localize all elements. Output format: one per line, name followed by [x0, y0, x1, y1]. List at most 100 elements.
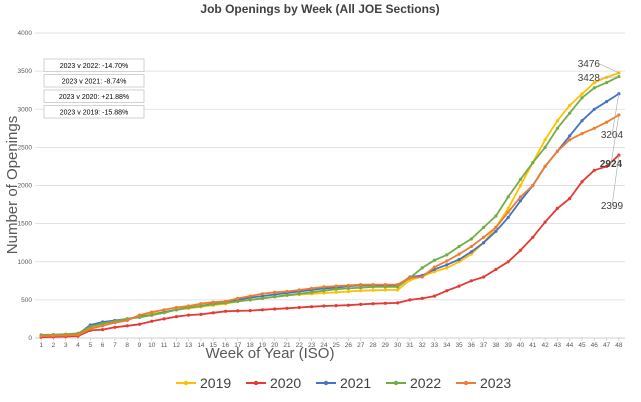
data-point	[76, 333, 80, 337]
data-point	[371, 288, 375, 292]
data-point	[555, 149, 560, 153]
data-point	[408, 276, 412, 280]
data-point	[580, 96, 584, 100]
x-tick-label: 43	[554, 342, 562, 349]
end-value-labels: 3476 3428 3204 2924 2399	[578, 59, 624, 212]
data-point	[605, 120, 609, 124]
end-label-leader	[599, 63, 619, 74]
x-tick-label: 27	[357, 342, 365, 349]
data-point	[457, 257, 461, 262]
x-tick-label: 14	[197, 342, 205, 349]
data-point	[174, 308, 178, 312]
x-tick-label: 19	[259, 342, 267, 349]
x-tick-label: 41	[529, 342, 537, 349]
data-point	[396, 285, 400, 289]
x-tick-label: 24	[320, 342, 328, 349]
data-point	[88, 325, 92, 329]
y-tick-label: 3000	[18, 106, 33, 113]
data-point	[580, 132, 584, 136]
data-point	[273, 292, 277, 297]
data-point	[568, 103, 572, 107]
data-point	[260, 308, 264, 312]
data-point	[334, 284, 338, 288]
data-point	[568, 196, 572, 201]
data-point	[346, 303, 350, 307]
data-point	[236, 309, 240, 313]
data-point	[383, 301, 387, 305]
data-point	[543, 220, 547, 224]
data-point	[285, 306, 289, 310]
end-label-leader	[610, 114, 620, 165]
x-tick-label: 12	[173, 342, 181, 349]
data-point	[346, 289, 350, 294]
data-point	[457, 244, 461, 249]
data-point	[469, 250, 473, 254]
data-point	[482, 275, 486, 279]
data-point	[64, 333, 68, 337]
y-tick-label: 500	[21, 297, 32, 304]
data-point	[506, 210, 510, 214]
x-tick-label: 28	[369, 342, 377, 349]
data-point	[617, 71, 621, 75]
x-axis-label: Week of Year (ISO)	[206, 345, 335, 362]
x-tick-label: 16	[222, 342, 230, 349]
data-point	[531, 161, 535, 165]
legend: 2019 2020 2021 2022 2023	[176, 375, 511, 391]
x-tick-label: 33	[431, 342, 439, 349]
x-tick-label: 23	[308, 342, 316, 349]
data-point	[248, 294, 252, 298]
data-point	[273, 307, 277, 311]
data-point	[555, 126, 560, 130]
x-tick-label: 17	[234, 342, 242, 349]
data-point	[199, 302, 203, 306]
annotation-box	[43, 89, 145, 103]
data-point	[482, 235, 486, 239]
x-tick-label: 4	[76, 342, 80, 349]
data-point	[617, 92, 621, 96]
data-point	[322, 285, 326, 289]
data-point	[334, 287, 338, 291]
data-point	[543, 145, 547, 149]
legend-marker	[463, 380, 469, 386]
legend-marker	[253, 380, 259, 386]
x-tick-label: 42	[541, 342, 549, 349]
legend-label: 2022	[410, 375, 441, 391]
legend-label: 2020	[270, 375, 301, 391]
data-point	[223, 299, 228, 303]
data-point	[162, 311, 166, 315]
data-point	[137, 322, 142, 326]
data-point	[211, 300, 215, 304]
data-point	[531, 183, 535, 188]
data-point	[518, 195, 523, 199]
data-point	[445, 263, 449, 267]
data-point	[580, 180, 584, 184]
data-point	[113, 325, 117, 329]
data-point	[137, 315, 142, 319]
end-label-leader	[611, 93, 620, 136]
data-point	[359, 302, 363, 306]
end-label-2023: 2924	[600, 159, 623, 170]
annotation-text: 2023 v 2022: -14.70%	[60, 63, 129, 70]
y-tick-label: 2500	[18, 144, 33, 151]
data-point	[346, 286, 350, 290]
x-tick-label: 29	[382, 342, 390, 349]
y-axis-ticks: 0 500 1000 1500 2000 2500 3000 3500 4000	[18, 30, 33, 342]
annotation-text: 2023 v 2020: +21.88%	[59, 94, 129, 101]
data-point	[248, 309, 252, 313]
data-point	[592, 86, 596, 90]
data-point	[408, 298, 412, 302]
data-point	[371, 283, 375, 287]
data-point	[605, 75, 609, 79]
data-point	[482, 225, 486, 229]
data-point	[371, 285, 375, 289]
x-tick-label: 5	[89, 342, 93, 349]
data-point	[506, 260, 510, 264]
end-label-leader	[611, 155, 620, 207]
x-tick-label: 26	[345, 342, 353, 349]
data-point	[310, 286, 314, 290]
data-point	[420, 296, 424, 300]
legend-item-2021: 2021	[316, 375, 371, 391]
data-point	[592, 107, 596, 111]
data-point	[260, 292, 264, 296]
